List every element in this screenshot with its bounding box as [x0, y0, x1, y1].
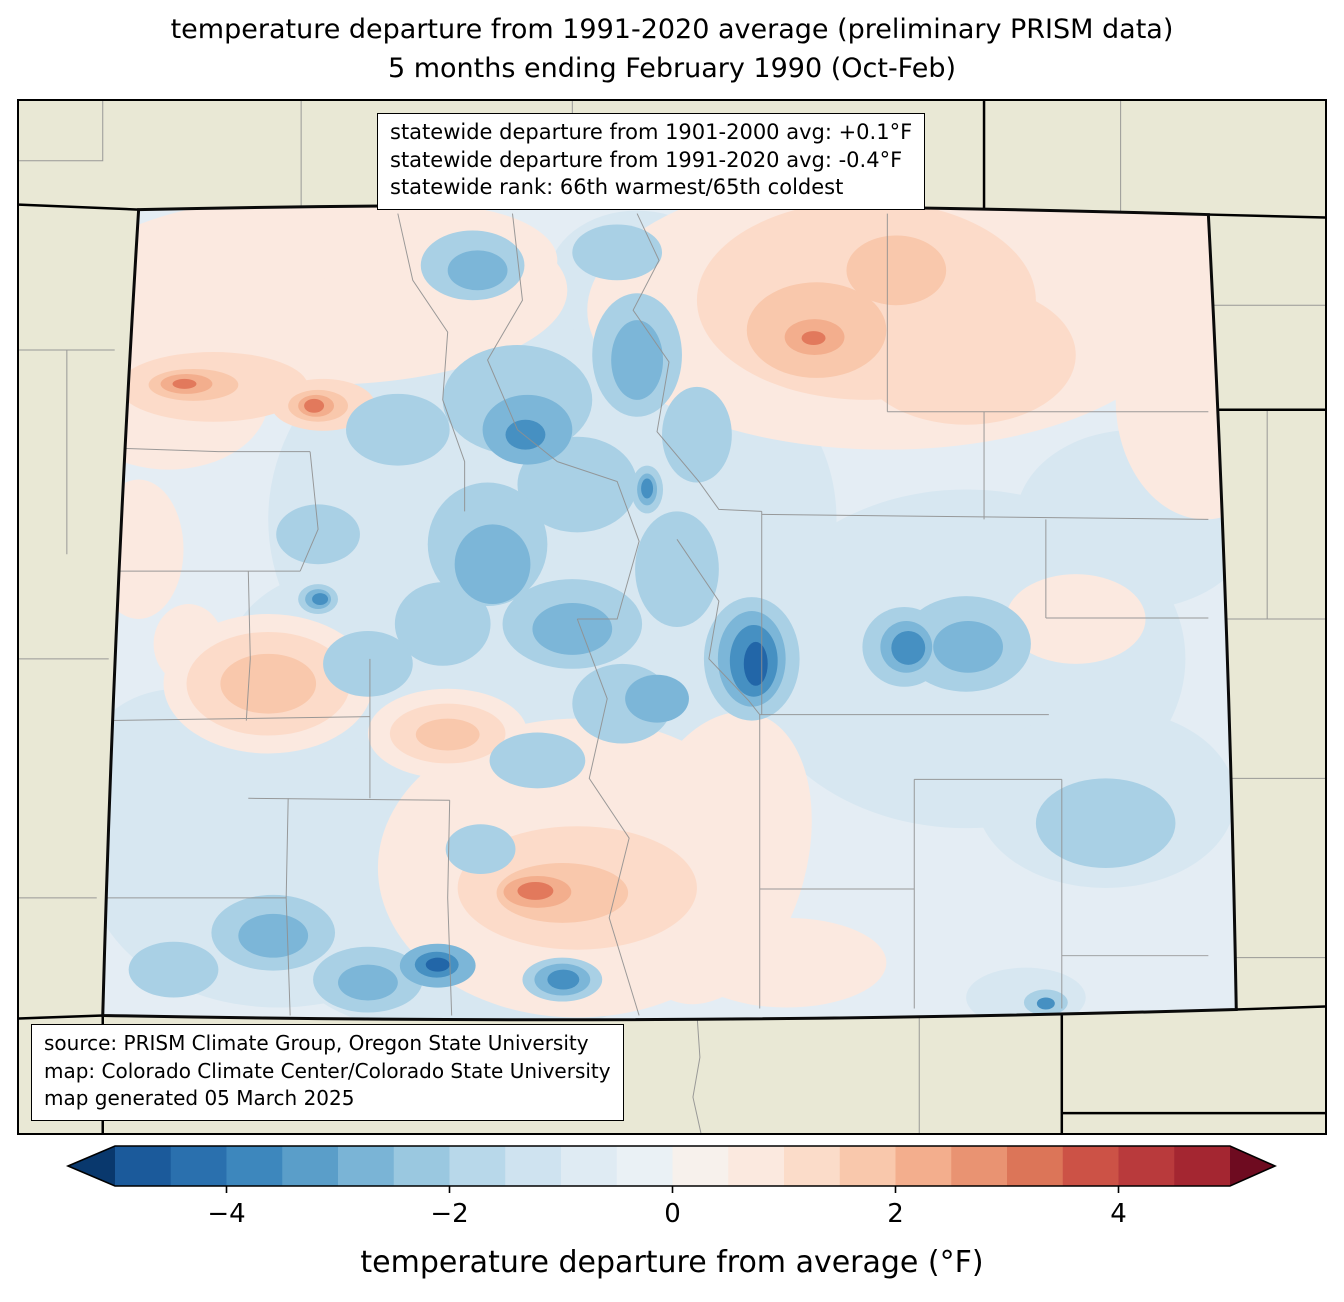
colorbar-segments [65, 1145, 1277, 1187]
map-credit-line: map: Colorado Climate Center/Colorado St… [44, 1058, 611, 1083]
source-box: source: PRISM Climate Group, Oregon Stat… [31, 1024, 624, 1121]
svg-text:4: 4 [1110, 1199, 1127, 1229]
neighbor-county-lines [19, 101, 1325, 1133]
generated-date-line: map generated 05 March 2025 [44, 1086, 355, 1111]
stat-line-1901-2000: statewide departure from 1901-2000 avg: … [390, 120, 913, 144]
svg-text:2: 2 [887, 1199, 904, 1229]
stat-line-rank: statewide rank: 66th warmest/65th coldes… [390, 175, 844, 200]
colorbar: −4 −2 0 2 4 temperature departure from avera… [0, 1138, 1344, 1298]
stat-line-1991-2020: statewide departure from 1991-2020 avg: … [390, 147, 903, 172]
svg-text:−2: −2 [430, 1199, 468, 1229]
map-frame: statewide departure from 1901-2000 avg: … [17, 99, 1327, 1135]
colorado-anomaly-map [19, 101, 1325, 1133]
colorbar-ticks: −4 −2 0 2 4 [207, 1186, 1127, 1229]
statewide-stats-box: statewide departure from 1901-2000 avg: … [377, 113, 926, 211]
svg-text:0: 0 [664, 1199, 681, 1229]
source-line: source: PRISM Climate Group, Oregon Stat… [44, 1031, 589, 1056]
svg-text:−4: −4 [207, 1199, 245, 1229]
warm-core-blobs [172, 331, 826, 900]
county-lines [102, 213, 1209, 1016]
colorbar-axis-label: temperature departure from average (°F) [360, 1245, 983, 1280]
colorbar-svg: −4 −2 0 2 4 temperature departure from avera… [65, 1145, 1277, 1280]
map-title-line1: temperature departure from 1991-2020 ave… [170, 14, 1174, 45]
map-title-line2: 5 months ending February 1990 (Oct-Feb) [387, 53, 957, 84]
